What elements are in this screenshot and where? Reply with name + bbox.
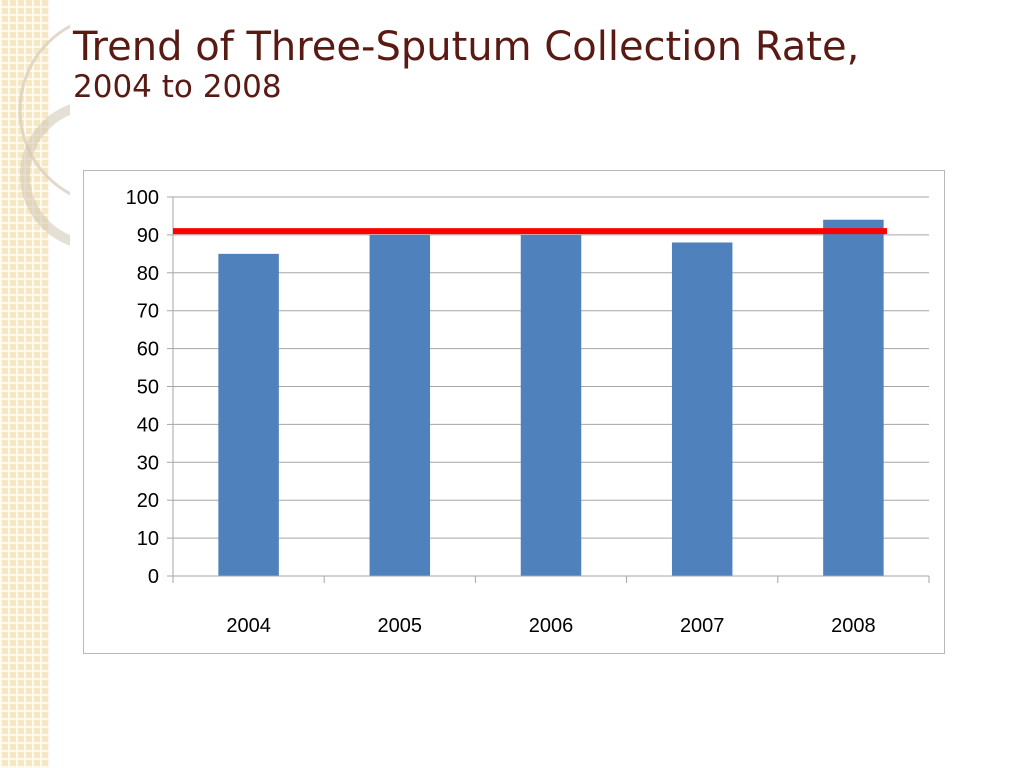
tick-labels: 0 10 20 30 40 50 60 70 80 90 100 2004 2005 2006 2007 20… bbox=[126, 187, 876, 637]
y-tick-label: 50 bbox=[137, 377, 159, 399]
x-tick-label: 2004 bbox=[226, 615, 271, 637]
y-tick-label: 30 bbox=[137, 452, 159, 474]
chart-area: 0 10 20 30 40 50 60 70 80 90 100 2004 2005 2006 2007 20… bbox=[83, 170, 945, 654]
x-tick-label: 2005 bbox=[378, 615, 423, 637]
y-tick-label: 60 bbox=[137, 339, 159, 361]
bar-2004 bbox=[218, 253, 279, 576]
y-tick-label: 20 bbox=[137, 490, 159, 512]
y-tick-label: 40 bbox=[137, 414, 159, 436]
x-tick-label: 2007 bbox=[680, 615, 725, 637]
bar-2006 bbox=[520, 234, 582, 576]
bar-2007 bbox=[671, 242, 733, 576]
y-tick-label: 10 bbox=[137, 528, 159, 550]
bar-chart: 0 10 20 30 40 50 60 70 80 90 100 2004 2005 2006 2007 20… bbox=[126, 187, 930, 637]
decorative-arcs bbox=[18, 24, 70, 246]
x-tick-label: 2006 bbox=[529, 615, 574, 637]
y-tick-label: 90 bbox=[137, 225, 159, 247]
bars bbox=[218, 219, 884, 577]
bar-2005 bbox=[369, 234, 431, 576]
y-tick-label: 0 bbox=[148, 566, 159, 588]
axes bbox=[167, 196, 930, 583]
y-tick-label: 70 bbox=[137, 301, 159, 323]
slide-title-line-1: Trend of Three-Sputum Collection Rate, bbox=[73, 24, 860, 70]
x-tick-label: 2008 bbox=[831, 615, 876, 637]
y-tick-label: 80 bbox=[137, 263, 159, 285]
y-tick-label: 100 bbox=[126, 187, 159, 209]
slide-title: Trend of Three-Sputum Collection Rate, 2… bbox=[73, 24, 859, 106]
bar-2008 bbox=[823, 219, 884, 577]
slide-title-line-2: 2004 to 2008 bbox=[73, 69, 282, 105]
